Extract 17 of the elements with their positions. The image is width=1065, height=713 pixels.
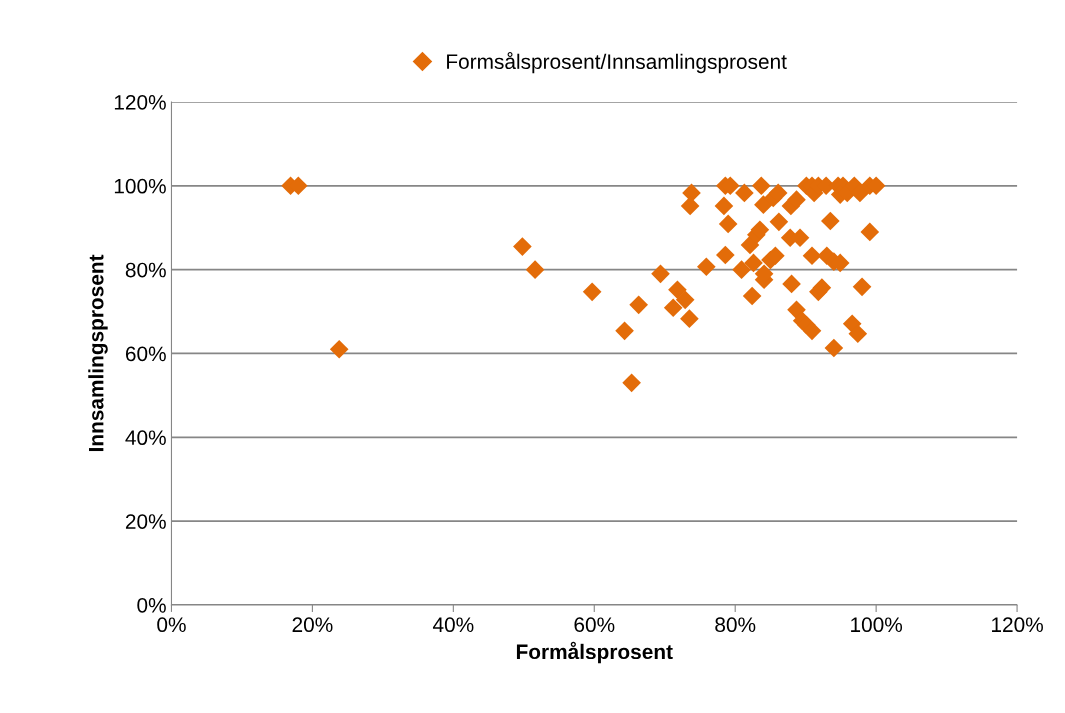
y-axis-title: Innsamlingsprosent — [88, 254, 108, 452]
x-tick-label: 100% — [851, 617, 903, 633]
y-tick-label: 60% — [125, 346, 166, 362]
y-tick-label: 120% — [114, 94, 166, 110]
y-tick-label: 20% — [125, 514, 166, 529]
x-tick-label: 20% — [292, 617, 333, 633]
x-tick-label: 120% — [992, 617, 1043, 633]
x-axis-title: Formålsprosent — [516, 641, 673, 664]
y-tick-label: 100% — [114, 178, 166, 194]
x-tick-label: 80% — [715, 617, 756, 633]
x-tick-label: 60% — [574, 617, 615, 633]
y-tick-label: 40% — [125, 430, 166, 446]
y-tick-label: 80% — [125, 262, 166, 278]
y-tick-label: 0% — [137, 597, 166, 613]
x-tick-label: 40% — [432, 617, 474, 633]
x-tick-label: 0% — [157, 617, 186, 633]
legend-label: Formsålsprosent/Innsamlingsprosent — [447, 52, 787, 74]
